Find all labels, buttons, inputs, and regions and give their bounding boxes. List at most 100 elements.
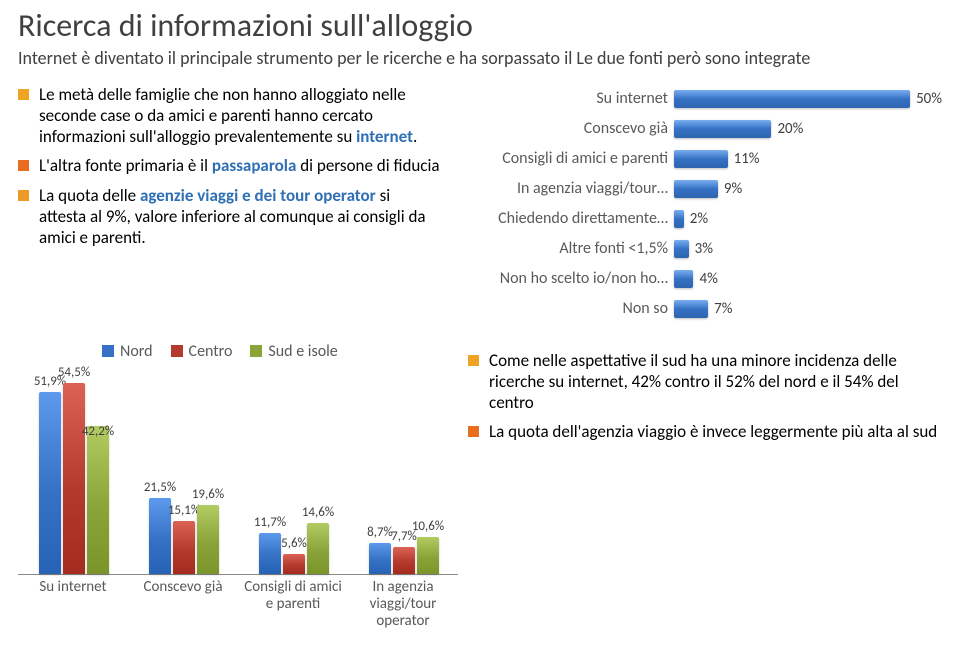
hbar-track: 2% bbox=[674, 210, 942, 228]
bullet-marker-icon bbox=[468, 426, 479, 437]
bullet-item: Come nelle aspettative il sud ha una min… bbox=[468, 350, 942, 414]
vbar-value: 11,7% bbox=[254, 515, 286, 530]
legend-item: Nord bbox=[102, 342, 153, 361]
hbar-row: Consigli di amici e parenti 11% bbox=[454, 144, 942, 174]
hbar-fill bbox=[674, 270, 693, 288]
hbar-fill bbox=[674, 180, 718, 198]
vbar-value: 8,7% bbox=[367, 525, 393, 540]
hbar-fill bbox=[674, 120, 771, 138]
hbar-label: Non so bbox=[454, 299, 674, 318]
hbar-value: 4% bbox=[699, 270, 717, 288]
vchart-axis: Su internetConscevo giàConsigli di amici… bbox=[18, 575, 458, 631]
subtitle-pre: Internet è diventato il principale strum… bbox=[18, 47, 576, 69]
hbar-label: In agenzia viaggi/tour… bbox=[454, 179, 674, 198]
hbar-chart: Su internet 50% Conscevo già 20% Consigli di… bbox=[448, 84, 942, 324]
vgroup: 51,9%54,5%42,2% bbox=[26, 383, 122, 574]
bullets-right: Come nelle aspettative il sud ha una min… bbox=[468, 350, 942, 631]
hbar-track: 20% bbox=[674, 120, 942, 138]
hbar-value: 2% bbox=[690, 210, 708, 228]
vbar: 54,5% bbox=[63, 383, 85, 574]
hbar-label: Non ho scelto io/non ho… bbox=[454, 269, 674, 288]
hbar-value: 7% bbox=[714, 300, 732, 318]
subtitle-post: Le due fonti però sono integrate bbox=[576, 47, 810, 69]
vbar: 5,6% bbox=[283, 554, 305, 574]
bullet-item: La quota dell'agenzia viaggio è invece l… bbox=[468, 421, 942, 442]
hbar-label: Consigli di amici e parenti bbox=[454, 149, 674, 168]
vaxis-label: Conscevo già bbox=[128, 575, 238, 631]
legend-item: Sud e isole bbox=[250, 342, 337, 361]
hbar-value: 11% bbox=[734, 150, 760, 168]
hbar-value: 9% bbox=[724, 180, 742, 198]
page-subtitle: Internet è diventato il principale strum… bbox=[18, 47, 942, 70]
hbar-track: 50% bbox=[674, 90, 942, 108]
vaxis-label: Consigli di amici e parenti bbox=[238, 575, 348, 631]
legend-swatch-icon bbox=[171, 345, 183, 357]
hbar-row: In agenzia viaggi/tour… 9% bbox=[454, 174, 942, 204]
legend-swatch-icon bbox=[102, 345, 114, 357]
row-1: Le metà delle famiglie che non hanno all… bbox=[18, 84, 942, 324]
hbar-fill bbox=[674, 210, 684, 228]
hbar-track: 9% bbox=[674, 180, 942, 198]
hbar-row: Non ho scelto io/non ho… 4% bbox=[454, 264, 942, 294]
vbar: 19,6% bbox=[197, 505, 219, 574]
vaxis-label: In agenzia viaggi/tour operator bbox=[348, 575, 458, 631]
row-2: NordCentroSud e isole 51,9%54,5%42,2%21,… bbox=[18, 342, 942, 631]
hbar-row: Conscevo già 20% bbox=[454, 114, 942, 144]
bullets-left: Le metà delle famiglie che non hanno all… bbox=[18, 84, 448, 324]
vbar-value: 15,1% bbox=[168, 503, 200, 518]
hbar-row: Non so 7% bbox=[454, 294, 942, 324]
vbar: 42,2% bbox=[87, 426, 109, 574]
hbar-fill bbox=[674, 150, 728, 168]
legend-label: Sud e isole bbox=[268, 342, 337, 361]
vgroup: 21,5%15,1%19,6% bbox=[136, 498, 232, 573]
bullet-item: La quota delle agenzie viaggi e dei tour… bbox=[18, 185, 440, 249]
bullet-text: L'altra fonte primaria è il passaparola … bbox=[39, 155, 440, 176]
hbar-fill bbox=[674, 240, 689, 258]
legend-label: Nord bbox=[120, 342, 153, 361]
hbar-track: 7% bbox=[674, 300, 942, 318]
vgroup: 8,7%7,7%10,6% bbox=[356, 537, 452, 574]
hbar-fill bbox=[674, 90, 910, 108]
hbar-track: 4% bbox=[674, 270, 942, 288]
vbar-value: 42,2% bbox=[82, 424, 114, 439]
bullet-text: Come nelle aspettative il sud ha una min… bbox=[489, 350, 942, 414]
hbar-row: Altre fonti <1,5% 3% bbox=[454, 234, 942, 264]
bullet-marker-icon bbox=[18, 89, 29, 100]
hbar-fill bbox=[674, 300, 708, 318]
hbar-track: 11% bbox=[674, 150, 942, 168]
hbar-row: Su internet 50% bbox=[454, 84, 942, 114]
hbar-value: 20% bbox=[777, 120, 803, 138]
hbar-row: Chiedendo direttamente… 2% bbox=[454, 204, 942, 234]
vchart: 51,9%54,5%42,2%21,5%15,1%19,6%11,7%5,6%1… bbox=[18, 365, 458, 575]
vbar-value: 54,5% bbox=[58, 365, 90, 380]
vbar-value: 10,6% bbox=[412, 519, 444, 534]
vbar: 15,1% bbox=[173, 521, 195, 574]
vchart-legend: Nord Centro Sud e isole bbox=[102, 342, 468, 361]
slide: Ricerca di informazioni sull'alloggio In… bbox=[0, 0, 960, 638]
bullet-marker-icon bbox=[18, 190, 29, 201]
legend-label: Centro bbox=[189, 342, 233, 361]
vbar: 14,6% bbox=[307, 523, 329, 574]
bullet-text: La quota delle agenzie viaggi e dei tour… bbox=[39, 185, 440, 249]
hbar-label: Su internet bbox=[454, 89, 674, 108]
bullet-marker-icon bbox=[468, 355, 479, 366]
bullet-marker-icon bbox=[18, 160, 29, 171]
vbar: 51,9% bbox=[39, 392, 61, 574]
hbar-value: 3% bbox=[695, 240, 713, 258]
vchart-wrap: NordCentroSud e isole 51,9%54,5%42,2%21,… bbox=[18, 342, 468, 631]
bullet-item: L'altra fonte primaria è il passaparola … bbox=[18, 155, 440, 176]
legend-swatch-icon bbox=[250, 345, 262, 357]
hbar-label: Chiedendo direttamente… bbox=[454, 209, 674, 228]
vbar: 11,7% bbox=[259, 533, 281, 574]
vbar-value: 21,5% bbox=[144, 480, 176, 495]
bullet-text: La quota dell'agenzia viaggio è invece l… bbox=[489, 421, 942, 442]
vbar-value: 19,6% bbox=[192, 487, 224, 502]
hbar-label: Conscevo già bbox=[454, 119, 674, 138]
vbar: 8,7% bbox=[369, 543, 391, 573]
vbar-value: 5,6% bbox=[281, 536, 307, 551]
hbar-label: Altre fonti <1,5% bbox=[454, 239, 674, 258]
legend-item: Centro bbox=[171, 342, 233, 361]
hbar-value: 50% bbox=[916, 90, 942, 108]
vgroup: 11,7%5,6%14,6% bbox=[246, 523, 342, 574]
page-title: Ricerca di informazioni sull'alloggio bbox=[18, 8, 942, 43]
